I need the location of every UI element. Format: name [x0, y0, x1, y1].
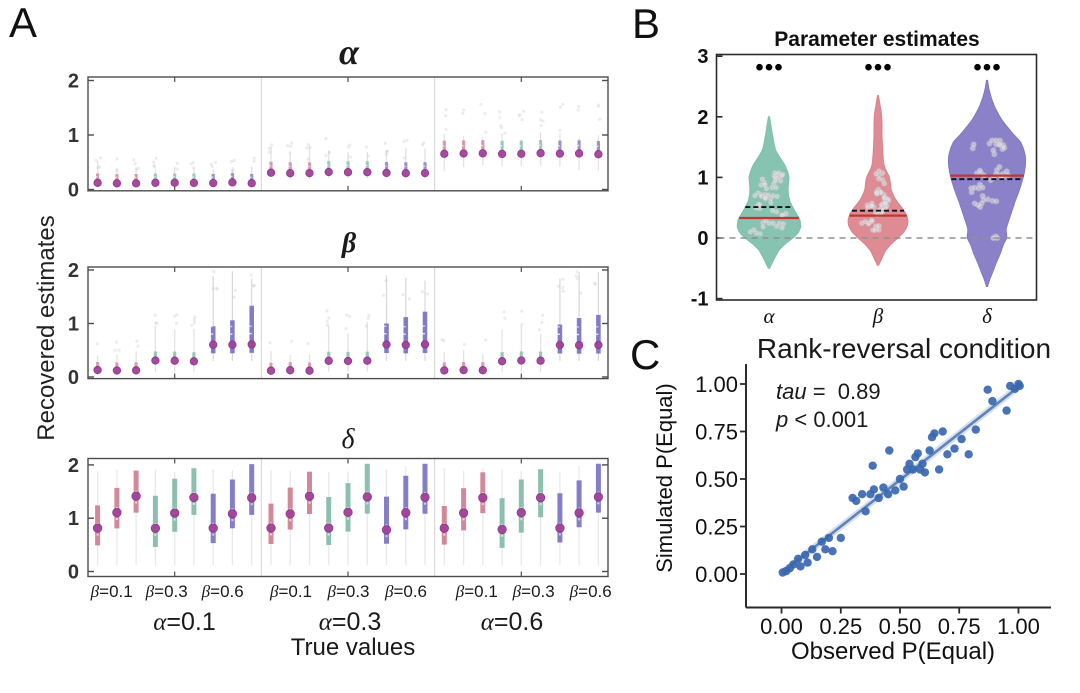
svg-text:1.00: 1.00 [997, 614, 1040, 639]
svg-text:0.75: 0.75 [938, 614, 981, 639]
svg-text:δ: δ [341, 424, 355, 455]
svg-text:α=0.6: α=0.6 [481, 608, 543, 636]
svg-text:2: 2 [68, 455, 79, 477]
svg-text:p < 0.001: p < 0.001 [775, 407, 868, 432]
svg-text:1: 1 [68, 508, 79, 530]
svg-text:0.50: 0.50 [695, 467, 738, 492]
svg-text:tau = 0.89: tau = 0.89 [776, 379, 881, 404]
svg-text:β=0.6: β=0.6 [384, 582, 427, 601]
svg-text:2: 2 [68, 260, 79, 282]
svg-text:α: α [339, 32, 360, 72]
svg-text:3: 3 [697, 46, 708, 68]
svg-text:-1: -1 [691, 289, 709, 311]
svg-text:1: 1 [68, 125, 79, 147]
svg-text:1: 1 [68, 314, 79, 336]
svg-text:0.25: 0.25 [695, 515, 738, 540]
svg-text:Recovered estimates: Recovered estimates [33, 215, 60, 440]
svg-text:0.25: 0.25 [819, 614, 862, 639]
svg-text:Observed P(Equal): Observed P(Equal) [791, 638, 995, 665]
svg-text:α=0.3: α=0.3 [319, 608, 381, 636]
svg-text:α: α [763, 304, 775, 328]
svg-text:0: 0 [68, 367, 79, 389]
svg-text:β=0.3: β=0.3 [326, 582, 369, 601]
svg-text:β=0.6: β=0.6 [569, 582, 612, 601]
svg-text:1: 1 [697, 167, 708, 189]
svg-text:True values: True values [291, 634, 416, 661]
svg-text:β=0.1: β=0.1 [455, 582, 498, 601]
svg-text:β: β [872, 304, 884, 328]
svg-text:δ: δ [982, 304, 993, 328]
svg-text:0: 0 [697, 228, 708, 250]
svg-text:β=0.1: β=0.1 [269, 582, 312, 601]
svg-text:β: β [341, 228, 357, 259]
svg-text:B: B [632, 0, 660, 47]
svg-text:β=0.3: β=0.3 [512, 582, 555, 601]
svg-text:0: 0 [68, 180, 79, 202]
svg-text:Rank-reversal condition: Rank-reversal condition [757, 333, 1051, 364]
svg-text:0.50: 0.50 [879, 614, 922, 639]
svg-text:β=0.1: β=0.1 [90, 582, 133, 601]
svg-text:2: 2 [68, 71, 79, 93]
svg-text:0.00: 0.00 [695, 562, 738, 587]
svg-text:1.00: 1.00 [695, 372, 738, 397]
svg-text:0: 0 [68, 562, 79, 584]
svg-text:A: A [9, 0, 37, 46]
svg-text:C: C [630, 331, 660, 378]
svg-text:β=0.6: β=0.6 [201, 582, 244, 601]
svg-text:α=0.1: α=0.1 [153, 608, 215, 636]
svg-text:2: 2 [697, 107, 708, 129]
svg-text:β=0.3: β=0.3 [145, 582, 188, 601]
svg-text:Parameter estimates: Parameter estimates [774, 28, 979, 51]
svg-text:0.75: 0.75 [695, 420, 738, 445]
svg-text:0.00: 0.00 [760, 614, 803, 639]
svg-text:Simulated P(Equal): Simulated P(Equal) [652, 383, 677, 573]
